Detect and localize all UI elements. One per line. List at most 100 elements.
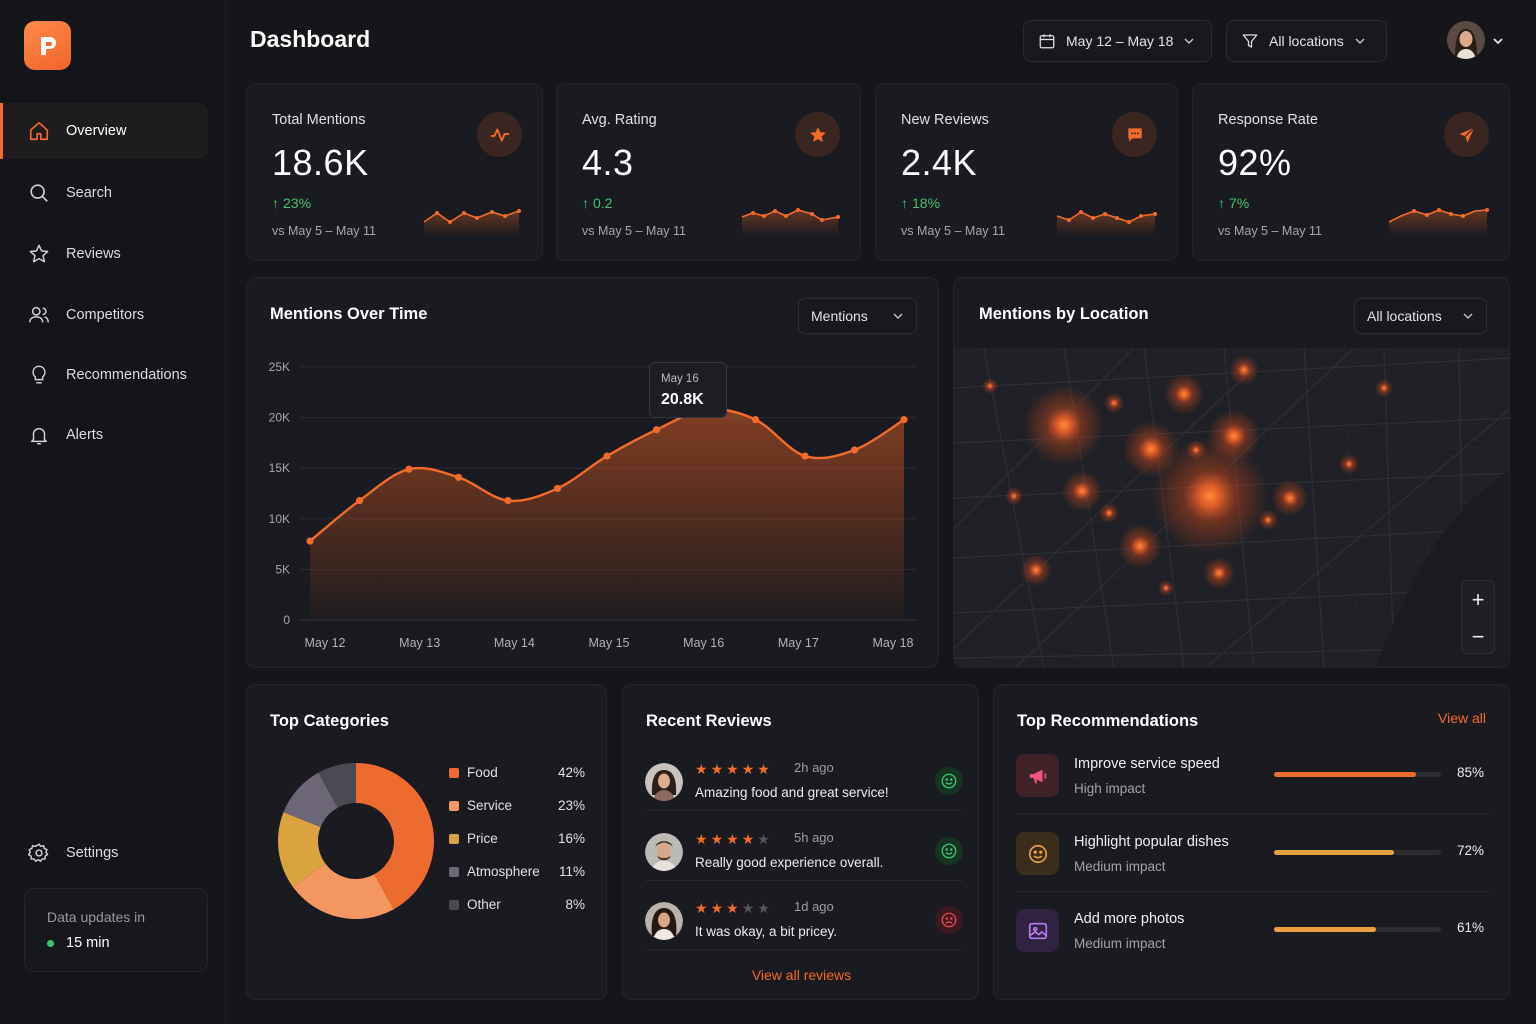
kpi-comparison: vs May 5 – May 11 xyxy=(582,224,686,238)
image-icon xyxy=(1016,909,1059,952)
gear-icon xyxy=(28,843,49,863)
data-updates-label: Data updates in xyxy=(47,909,146,925)
user-avatar[interactable] xyxy=(1447,21,1485,59)
data-point[interactable] xyxy=(801,452,809,460)
card-title: Mentions by Location xyxy=(979,305,1149,323)
reviewer-avatar xyxy=(645,763,683,801)
data-point[interactable] xyxy=(405,465,413,473)
metric-selector-label: Mentions xyxy=(811,308,868,324)
donut-slice-service[interactable] xyxy=(292,863,394,919)
donut-slice-other[interactable] xyxy=(318,763,356,808)
review-text: Really good experience overall. xyxy=(695,855,884,870)
app-logo[interactable] xyxy=(24,21,71,70)
map-location-selector-label: All locations xyxy=(1367,308,1442,324)
positive-sentiment-icon xyxy=(935,767,963,795)
x-tick-label: May 14 xyxy=(494,636,535,650)
arrow-up-icon: ↑ xyxy=(582,195,589,211)
data-point[interactable] xyxy=(553,484,562,493)
card-title: Top Categories xyxy=(270,712,389,730)
view-all-recommendations-link[interactable]: View all xyxy=(1438,710,1486,726)
bell-icon xyxy=(30,427,48,445)
sidebar-item-settings[interactable]: Settings xyxy=(0,825,208,881)
data-updates-value: 15 min xyxy=(66,935,110,951)
data-point[interactable] xyxy=(751,416,760,424)
tooltip-date: May 16 xyxy=(661,373,699,385)
kpi-card-total-mentions: Total Mentions 18.6K ↑ 23% vs May 5 – May… xyxy=(246,83,543,261)
reviewer-avatar xyxy=(645,833,683,871)
data-point[interactable] xyxy=(355,496,364,505)
kpi-icon-badge xyxy=(1444,112,1489,157)
legend-row-service: Service 23% xyxy=(449,798,585,813)
recommendation-item[interactable]: Highlight popular dishes Medium impact 7… xyxy=(1016,832,1490,910)
map-location-selector[interactable]: All locations xyxy=(1354,298,1487,334)
recommendation-progress-bar xyxy=(1274,772,1441,777)
chevron-down-icon[interactable] xyxy=(1492,35,1504,47)
view-all-reviews-link[interactable]: View all reviews xyxy=(751,967,852,983)
sidebar-item-recommendations[interactable]: Recommendations xyxy=(0,347,208,403)
review-time: 1d ago xyxy=(794,899,834,914)
zoom-out-button[interactable]: − xyxy=(1471,623,1485,649)
kpi-delta-value: 23% xyxy=(283,195,312,211)
recommendation-pct: 72% xyxy=(1456,843,1484,858)
data-point[interactable] xyxy=(900,416,908,424)
divider xyxy=(645,880,963,881)
review-time: 5h ago xyxy=(794,830,834,845)
data-point[interactable] xyxy=(652,426,661,434)
sidebar-item-reviews[interactable]: Reviews xyxy=(0,226,208,282)
kpi-icon-badge xyxy=(477,112,522,157)
rating-stars: ★ ★ ★ ★ ★ xyxy=(695,761,770,777)
data-point[interactable] xyxy=(504,496,512,505)
sidebar-item-label: Search xyxy=(66,185,112,201)
review-item[interactable]: ★ ★ ★ ★ ★ 1d ago It was okay, a bit pricey. xyxy=(645,894,963,960)
review-item[interactable]: ★ ★ ★ ★ ★ 2h ago Amazing food and great serv… xyxy=(645,755,963,821)
positive-sentiment-icon xyxy=(935,837,963,865)
kpi-delta-value: 0.2 xyxy=(593,195,613,211)
divider xyxy=(1016,891,1490,892)
sidebar-item-search[interactable]: Search xyxy=(0,165,208,221)
legend-swatch xyxy=(449,800,459,811)
data-point[interactable] xyxy=(603,452,611,460)
data-point[interactable] xyxy=(850,446,859,454)
sidebar-item-competitors[interactable]: Competitors xyxy=(0,287,208,343)
chevron-down-icon xyxy=(1355,38,1365,45)
donut-slice-atmosphere[interactable] xyxy=(283,772,338,828)
recommendation-item[interactable]: Improve service speed High impact 85% xyxy=(1016,754,1490,832)
categories-donut-chart[interactable] xyxy=(277,758,435,924)
date-range-picker[interactable]: May 12 – May 18 xyxy=(1023,20,1212,62)
x-tick-label: May 17 xyxy=(778,636,819,650)
sidebar-item-label: Alerts xyxy=(66,427,104,443)
location-heat-map[interactable] xyxy=(954,348,1510,668)
message-icon xyxy=(1127,127,1142,142)
legend-pct: 23% xyxy=(557,798,585,813)
metric-selector[interactable]: Mentions xyxy=(798,298,917,334)
review-item[interactable]: ★ ★ ★ ★ ★ 5h ago Really good experience over… xyxy=(645,825,963,891)
legend-swatch xyxy=(449,767,459,778)
sidebar-item-label: Competitors xyxy=(66,307,145,323)
kpi-delta-value: 7% xyxy=(1229,195,1250,211)
recommendation-pct: 85% xyxy=(1456,765,1484,780)
sidebar-item-overview[interactable]: Overview xyxy=(0,103,208,159)
mentions-area-chart[interactable]: 0 5K 10K 15K 20K 25K May 12 May 13 May 14 May 15… xyxy=(247,278,940,669)
legend-label: Atmosphere xyxy=(467,864,540,879)
location-filter-label: All locations xyxy=(1269,33,1344,49)
progress-fill xyxy=(1274,927,1376,932)
date-range-label: May 12 – May 18 xyxy=(1066,33,1174,49)
chart-tooltip: May 16 20.8K xyxy=(649,362,727,418)
kpi-comparison: vs May 5 – May 11 xyxy=(901,224,1005,238)
data-point[interactable] xyxy=(306,537,314,545)
donut-slice-food[interactable] xyxy=(356,763,434,910)
recommendation-impact: Medium impact xyxy=(1074,936,1166,951)
sidebar-item-label: Reviews xyxy=(66,246,121,262)
donut-slice-price[interactable] xyxy=(278,812,326,887)
sidebar-item-alerts[interactable]: Alerts xyxy=(0,407,208,463)
y-tick-label: 0 xyxy=(283,613,290,627)
activity-icon xyxy=(490,128,509,141)
location-filter[interactable]: All locations xyxy=(1226,20,1387,62)
users-icon xyxy=(29,306,49,323)
data-point[interactable] xyxy=(454,473,463,481)
legend-swatch xyxy=(449,899,459,910)
zoom-in-button[interactable]: + xyxy=(1471,586,1485,612)
recommendation-item[interactable]: Add more photos Medium impact 61% xyxy=(1016,909,1490,987)
logo-icon xyxy=(40,36,56,55)
kpi-delta-value: 18% xyxy=(912,195,941,211)
